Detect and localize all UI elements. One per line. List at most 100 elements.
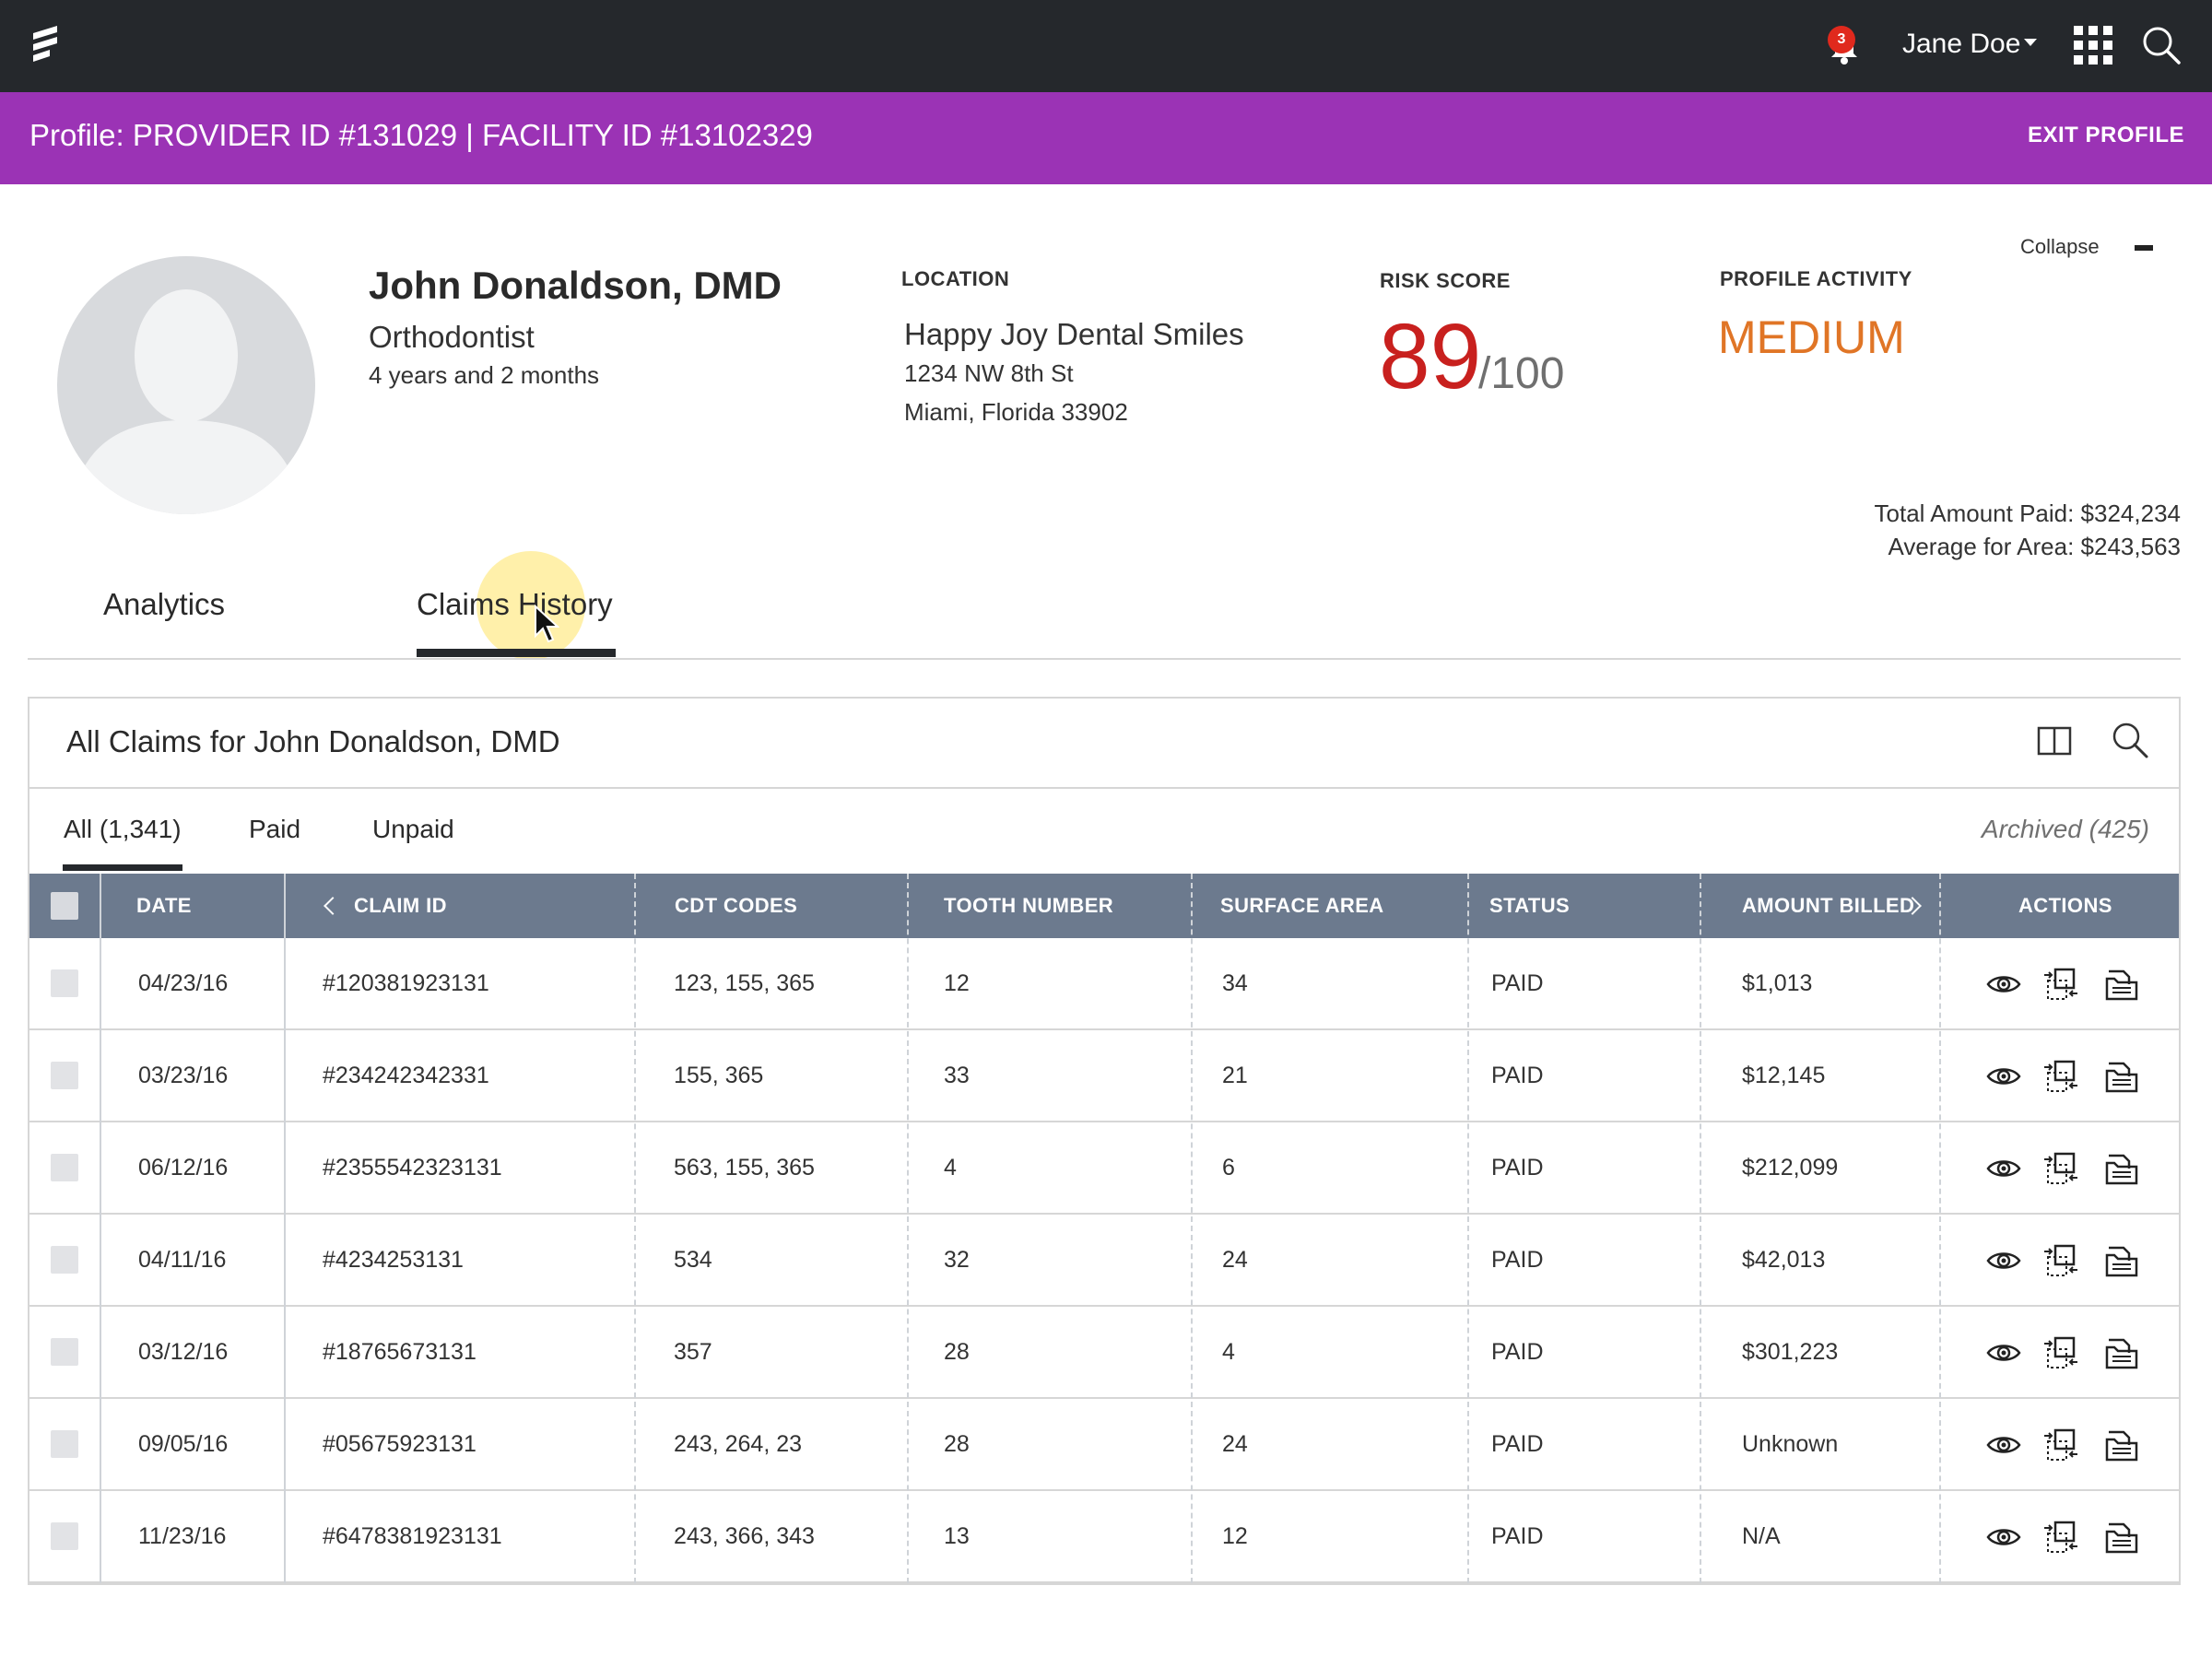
cell-claim-id[interactable]: #6478381923131 xyxy=(323,1523,502,1549)
table-row[interactable] xyxy=(29,1122,2179,1215)
eye-icon[interactable] xyxy=(1985,1427,2022,1463)
collapse-icon[interactable] xyxy=(2135,245,2153,251)
cell-date: 04/23/16 xyxy=(138,970,229,996)
row-checkbox[interactable] xyxy=(51,1522,78,1550)
cell-status: PAID xyxy=(1491,1247,1544,1273)
cell-status: PAID xyxy=(1491,1431,1544,1457)
avatar xyxy=(57,256,315,514)
column-header-surface-area[interactable]: SURFACE AREA xyxy=(1220,894,1384,917)
folder-icon[interactable] xyxy=(2103,1058,2140,1095)
table-row[interactable] xyxy=(29,938,2179,1030)
table-row[interactable] xyxy=(29,1215,2179,1307)
apps-grid-icon[interactable] xyxy=(2074,26,2112,65)
collapse-label[interactable]: Collapse xyxy=(2020,235,2100,258)
exit-profile-button[interactable]: EXIT PROFILE xyxy=(2028,123,2185,147)
row-checkbox[interactable] xyxy=(51,1246,78,1274)
table-row[interactable] xyxy=(29,1491,2179,1583)
column-header-status[interactable]: STATUS xyxy=(1489,894,1571,917)
table-row[interactable] xyxy=(29,1307,2179,1399)
row-checkbox[interactable] xyxy=(51,1154,78,1181)
cell-status: PAID xyxy=(1491,1063,1544,1088)
compare-icon[interactable] xyxy=(2042,1519,2079,1556)
user-menu[interactable]: Jane Doe xyxy=(1902,29,2021,59)
cell-claim-id[interactable]: #234242342331 xyxy=(323,1063,489,1088)
location-label: LOCATION xyxy=(901,267,1010,290)
eye-icon[interactable] xyxy=(1985,1242,2022,1279)
cell-claim-id[interactable]: #2355542323131 xyxy=(323,1155,502,1181)
select-all-checkbox[interactable] xyxy=(51,892,78,920)
cell-claim-id[interactable]: #05675923131 xyxy=(323,1431,477,1457)
profile-banner xyxy=(0,92,2212,184)
archived-claims-link[interactable]: Archived (425) xyxy=(1981,815,2149,843)
column-header-date[interactable]: DATE xyxy=(136,894,192,917)
cell-amount-billed: $42,013 xyxy=(1742,1247,1826,1273)
column-header-claim-id[interactable]: CLAIM ID xyxy=(354,894,447,917)
cell-cdt-codes: 243, 264, 23 xyxy=(674,1431,803,1457)
column-separator xyxy=(100,874,101,1583)
cell-surface-area: 12 xyxy=(1222,1523,1248,1549)
tab-claims-history[interactable]: Claims History xyxy=(417,587,613,621)
user-silhouette-icon xyxy=(76,289,297,514)
folder-icon[interactable] xyxy=(2103,1242,2140,1279)
cell-status: PAID xyxy=(1491,1339,1544,1365)
cell-cdt-codes: 357 xyxy=(674,1339,712,1365)
compare-icon[interactable] xyxy=(2042,1334,2079,1371)
column-separator xyxy=(1939,874,1941,1583)
eye-icon[interactable] xyxy=(1985,1150,2022,1187)
subtab-all[interactable]: All (1,341) xyxy=(64,815,182,843)
compare-icon[interactable] xyxy=(2042,1427,2079,1463)
subtab-paid[interactable]: Paid xyxy=(249,815,301,843)
column-separator xyxy=(907,874,909,1583)
eye-icon[interactable] xyxy=(1985,966,2022,1003)
cell-surface-area: 21 xyxy=(1222,1063,1248,1088)
cell-claim-id[interactable]: #120381923131 xyxy=(323,970,489,996)
column-header-cdt-codes[interactable]: CDT CODES xyxy=(675,894,798,917)
column-separator xyxy=(284,874,286,1583)
row-checkbox[interactable] xyxy=(51,1062,78,1089)
columns-icon[interactable] xyxy=(2037,726,2072,756)
folder-icon[interactable] xyxy=(2103,1427,2140,1463)
folder-icon[interactable] xyxy=(2103,966,2140,1003)
folder-icon[interactable] xyxy=(2103,1150,2140,1187)
profile-banner-title: Profile: PROVIDER ID #131029 | FACILITY … xyxy=(29,118,813,152)
location-name: Happy Joy Dental Smiles xyxy=(904,317,1244,351)
cell-surface-area: 24 xyxy=(1222,1431,1248,1457)
row-checkbox[interactable] xyxy=(51,1430,78,1458)
column-header-tooth-number[interactable]: TOOTH NUMBER xyxy=(944,894,1114,917)
risk-score-label: RISK SCORE xyxy=(1380,269,1511,292)
cell-tooth-number: 4 xyxy=(944,1155,957,1181)
cell-claim-id[interactable]: #4234253131 xyxy=(323,1247,464,1273)
search-icon[interactable] xyxy=(2140,24,2183,66)
provider-tenure: 4 years and 2 months xyxy=(369,361,600,389)
cell-date: 06/12/16 xyxy=(138,1155,229,1181)
eye-icon[interactable] xyxy=(1985,1519,2022,1556)
compare-icon[interactable] xyxy=(2042,1150,2079,1187)
row-checkbox[interactable] xyxy=(51,969,78,997)
folder-icon[interactable] xyxy=(2103,1519,2140,1556)
row-checkbox[interactable] xyxy=(51,1338,78,1366)
compare-icon[interactable] xyxy=(2042,966,2079,1003)
table-row[interactable] xyxy=(29,1030,2179,1122)
cell-tooth-number: 13 xyxy=(944,1523,970,1549)
cell-tooth-number: 32 xyxy=(944,1247,970,1273)
subtab-unpaid[interactable]: Unpaid xyxy=(372,815,454,843)
eye-icon[interactable] xyxy=(1985,1058,2022,1095)
column-header-amount-billed[interactable]: AMOUNT BILLED xyxy=(1742,894,1915,917)
cursor-highlight xyxy=(477,551,585,660)
table-row[interactable] xyxy=(29,1399,2179,1491)
cell-status: PAID xyxy=(1491,1155,1544,1181)
tab-analytics[interactable]: Analytics xyxy=(103,587,226,621)
logo-icon[interactable] xyxy=(29,24,61,65)
compare-icon[interactable] xyxy=(2042,1058,2079,1095)
risk-score-value: 89 xyxy=(1379,305,1482,408)
cell-date: 03/23/16 xyxy=(138,1063,229,1088)
search-icon[interactable] xyxy=(2111,721,2149,759)
chevron-down-icon[interactable] xyxy=(2024,39,2037,46)
cell-cdt-codes: 563, 155, 365 xyxy=(674,1155,815,1181)
folder-icon[interactable] xyxy=(2103,1334,2140,1371)
eye-icon[interactable] xyxy=(1985,1334,2022,1371)
column-separator xyxy=(1467,874,1469,1583)
compare-icon[interactable] xyxy=(2042,1242,2079,1279)
column-header-actions: ACTIONS xyxy=(2018,894,2112,917)
cell-claim-id[interactable]: #18765673131 xyxy=(323,1339,477,1365)
